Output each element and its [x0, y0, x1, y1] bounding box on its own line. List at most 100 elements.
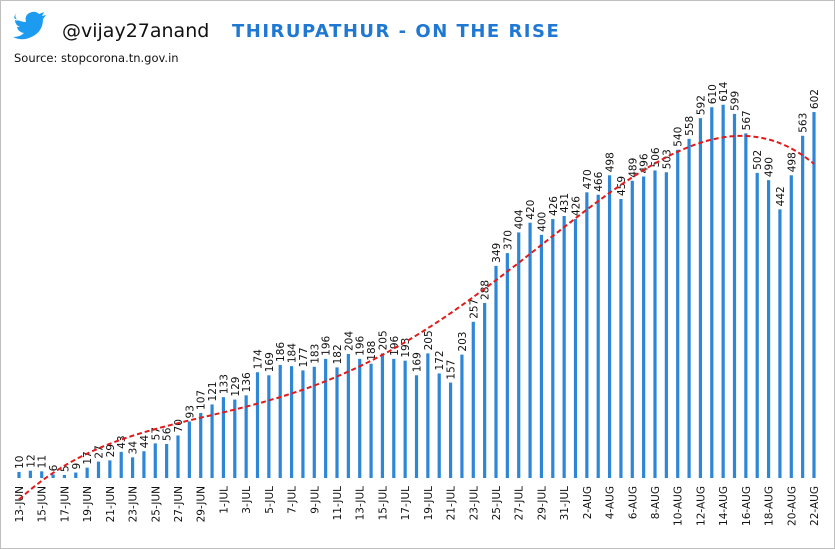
bar: [460, 354, 464, 478]
x-tick-label: 1-JUL: [218, 486, 230, 514]
bar: [619, 199, 623, 479]
x-tick-label: 27-JUL: [514, 486, 526, 521]
value-label: 12: [25, 454, 37, 467]
bar: [130, 457, 135, 478]
value-label: 459: [616, 176, 628, 196]
bar: [278, 364, 282, 478]
x-tick-label: 5-JUL: [264, 486, 276, 514]
value-label: 602: [809, 89, 821, 109]
bar: [289, 366, 294, 478]
value-label: 107: [196, 390, 208, 410]
value-label: 540: [673, 127, 685, 147]
bar: [812, 112, 816, 478]
x-tick-label: 9-JUL: [309, 486, 321, 514]
bar: [539, 234, 544, 478]
bar: [664, 172, 668, 478]
value-label: 183: [309, 344, 321, 364]
bar: [573, 219, 578, 478]
value-label: 129: [230, 377, 242, 397]
value-label: 420: [525, 200, 537, 220]
x-tick-label: 19-JUL: [423, 486, 435, 521]
value-label: 44: [139, 435, 151, 449]
bar: [335, 367, 339, 478]
value-label: 56: [162, 427, 174, 441]
bar: [744, 133, 748, 478]
x-tick-label: 19-JUN: [82, 486, 94, 522]
x-tick-label: 13-JUN: [14, 486, 26, 522]
x-tick-label: 2-AUG: [582, 486, 594, 519]
x-tick-label: 27-JUN: [173, 486, 185, 522]
value-label: 431: [559, 193, 571, 213]
value-label: 610: [707, 84, 719, 104]
bar: [721, 104, 725, 479]
x-tick-label: 6-AUG: [627, 486, 639, 519]
x-tick-label: 20-AUG: [786, 486, 798, 526]
x-tick-label: 29-JUL: [536, 486, 548, 521]
bar: [471, 321, 475, 478]
value-label: 174: [253, 349, 265, 369]
value-label: 489: [627, 158, 639, 178]
x-tick-label: 25-JUN: [150, 486, 162, 522]
bar: [40, 471, 44, 478]
value-label: 592: [695, 95, 707, 115]
bar: [437, 373, 441, 478]
value-label: 558: [684, 116, 696, 136]
bar: [119, 451, 123, 478]
bar: [551, 219, 555, 478]
x-tick-label: 31-JUL: [559, 486, 571, 521]
x-tick-label: 25-JUL: [491, 486, 503, 521]
x-tick-label: 23-JUN: [128, 486, 140, 522]
bar: [630, 180, 634, 479]
value-label: 426: [571, 196, 583, 216]
bar: [528, 222, 532, 478]
bar: [221, 397, 226, 478]
bar: [505, 253, 509, 478]
value-label: 563: [798, 113, 810, 133]
bar: [85, 467, 89, 478]
value-label: 205: [377, 330, 389, 350]
bar: [267, 375, 271, 478]
bar: [199, 412, 203, 478]
bar: [596, 194, 600, 478]
bar: [142, 451, 146, 478]
value-label: 70: [173, 419, 185, 432]
bar: [96, 461, 101, 478]
bar: [483, 302, 487, 478]
value-label: 177: [298, 347, 310, 367]
bar: [324, 358, 328, 478]
bar: [153, 443, 157, 478]
bar: [607, 175, 612, 478]
trendline: [18, 134, 815, 501]
bar: [176, 435, 180, 478]
value-label: 204: [343, 331, 355, 351]
value-label: 349: [491, 243, 503, 263]
value-label: 186: [275, 342, 287, 362]
value-label: 205: [423, 330, 435, 350]
value-label: 11: [37, 455, 49, 468]
value-label: 196: [321, 336, 333, 356]
x-tick-label: 21-JUN: [105, 486, 117, 522]
value-label: 169: [264, 352, 276, 372]
bar: [801, 135, 805, 479]
value-label: 6: [48, 464, 60, 471]
bar: [17, 471, 21, 478]
value-label: 34: [128, 441, 140, 455]
value-label: 182: [332, 344, 344, 364]
value-label: 29: [105, 444, 117, 457]
value-label: 121: [207, 381, 219, 401]
value-label: 10: [14, 456, 26, 469]
x-tick-label: 29-JUN: [196, 486, 208, 522]
bar: [380, 353, 385, 478]
bar: [62, 474, 67, 478]
x-tick-label: 17-JUN: [59, 486, 71, 522]
value-label: 498: [786, 152, 798, 172]
value-label: 614: [718, 81, 730, 101]
x-tick-label: 11-JUL: [332, 486, 344, 521]
bar: [51, 474, 55, 478]
value-label: 172: [434, 350, 446, 370]
chart-title: THIRUPATHUR - ON THE RISE: [232, 21, 560, 42]
bar: [392, 358, 396, 478]
bar: [698, 118, 703, 479]
x-tick-label: 17-JUL: [400, 486, 412, 521]
